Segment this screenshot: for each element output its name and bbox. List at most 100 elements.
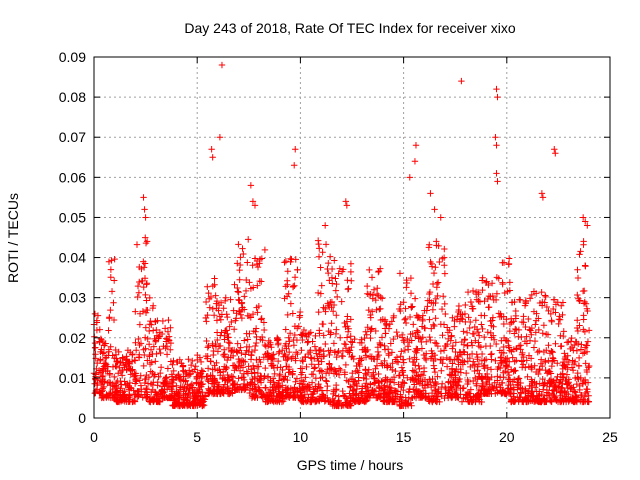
data-point	[235, 355, 242, 363]
data-point	[186, 392, 194, 400]
data-point	[426, 333, 433, 341]
data-point	[555, 316, 563, 323]
data-point	[164, 328, 172, 335]
data-point	[510, 397, 518, 404]
data-point	[417, 371, 425, 378]
data-point	[220, 383, 227, 391]
data-point	[237, 311, 244, 318]
data-point	[489, 314, 497, 321]
data-point	[274, 336, 282, 343]
data-point	[264, 398, 271, 405]
data-point	[145, 341, 153, 348]
data-point	[394, 332, 401, 340]
data-point	[558, 302, 565, 309]
data-point	[462, 369, 470, 377]
data-point	[157, 364, 165, 371]
data-point	[335, 397, 342, 404]
data-point	[94, 312, 102, 319]
data-point	[328, 320, 335, 327]
data-point	[284, 268, 292, 275]
data-point	[221, 363, 228, 370]
data-point	[397, 307, 404, 315]
data-point	[299, 330, 306, 338]
data-point	[503, 362, 510, 370]
data-point	[552, 301, 560, 308]
data-point	[189, 357, 196, 365]
data-point	[492, 390, 499, 397]
data-point	[364, 384, 371, 391]
data-point	[322, 370, 330, 377]
data-point	[323, 378, 330, 385]
data-point	[325, 327, 332, 335]
data-point	[157, 369, 164, 377]
data-point	[131, 356, 138, 364]
data-point	[477, 343, 485, 351]
data-point	[268, 392, 275, 400]
data-point	[585, 327, 593, 334]
y-tick-label: 0.04	[59, 250, 86, 266]
data-point	[282, 373, 289, 380]
data-point	[153, 326, 160, 334]
data-point	[426, 297, 433, 304]
data-point	[507, 366, 515, 373]
data-point	[121, 396, 129, 404]
data-point	[376, 385, 384, 392]
data-point	[98, 346, 105, 353]
data-point	[134, 388, 141, 395]
data-point	[559, 311, 566, 319]
data-point	[441, 245, 448, 253]
data-point	[257, 358, 264, 366]
data-point	[136, 377, 144, 384]
data-point	[428, 325, 435, 332]
data-point	[372, 327, 379, 335]
data-point	[398, 348, 405, 355]
data-point	[143, 281, 150, 288]
data-point	[159, 317, 167, 325]
data-point	[574, 340, 582, 348]
data-point	[316, 346, 323, 354]
data-point	[232, 363, 239, 371]
data-point	[457, 391, 464, 398]
data-point	[304, 339, 311, 346]
data-point	[344, 323, 351, 330]
data-point	[343, 202, 351, 209]
data-point	[495, 381, 503, 388]
data-point	[92, 389, 99, 397]
data-point	[390, 314, 397, 321]
data-point	[126, 359, 133, 367]
data-point	[478, 321, 485, 328]
data-point	[428, 263, 436, 270]
data-point	[525, 352, 533, 359]
data-point	[434, 393, 442, 400]
data-point	[383, 321, 390, 329]
data-point	[464, 288, 472, 296]
data-point	[387, 340, 394, 347]
data-point	[400, 386, 407, 394]
data-point	[247, 182, 255, 189]
data-point	[401, 338, 408, 346]
data-point	[355, 359, 362, 367]
data-point	[204, 365, 212, 372]
data-point	[126, 379, 134, 387]
data-point	[500, 259, 508, 266]
data-point	[377, 293, 384, 301]
data-point	[132, 347, 140, 354]
data-point	[326, 360, 333, 367]
data-point	[487, 366, 495, 373]
data-point	[180, 377, 187, 384]
data-point	[565, 338, 572, 346]
data-point	[582, 218, 589, 225]
data-point	[374, 285, 381, 292]
data-point	[243, 347, 250, 354]
data-point	[412, 142, 420, 149]
data-point	[344, 328, 352, 335]
data-point	[441, 270, 449, 277]
data-point	[438, 367, 445, 374]
data-point	[150, 379, 157, 386]
data-point	[488, 280, 496, 287]
data-point	[112, 362, 119, 370]
data-point	[140, 258, 147, 265]
data-point	[402, 305, 409, 312]
data-point	[392, 367, 399, 375]
data-point	[197, 358, 205, 366]
